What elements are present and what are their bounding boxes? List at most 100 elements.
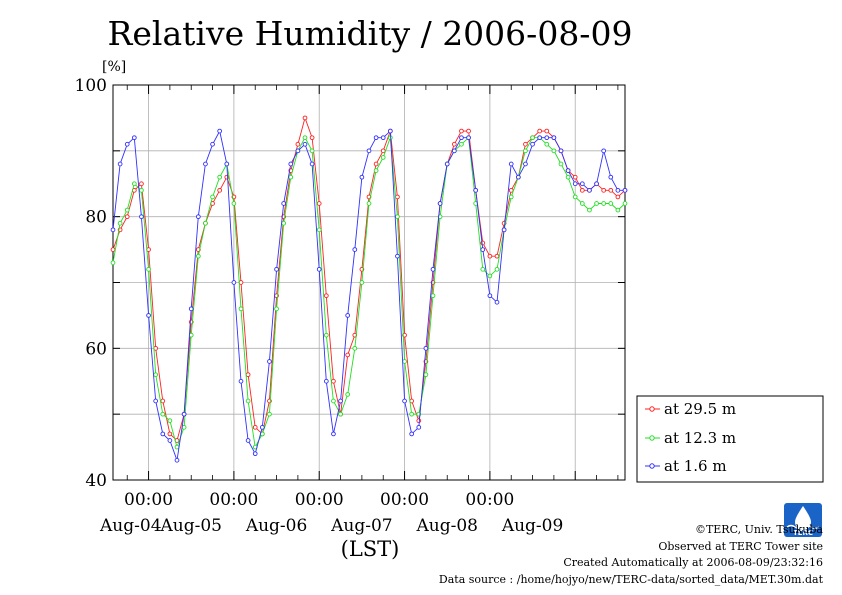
data-point [302,135,308,141]
data-point [423,372,429,378]
data-point [316,201,322,206]
data-point [466,135,471,141]
x-tick-time-label: 00:00 [124,490,173,510]
data-point [480,266,486,272]
data-point [139,181,144,187]
legend-label-29-5m: at 29.5 m [664,400,736,418]
data-point [402,398,407,404]
data-point [167,431,173,437]
data-point [572,174,578,180]
x-date-label: Aug-04 [99,516,161,536]
data-point [409,411,415,417]
data-point [551,148,557,154]
data-point [459,128,464,134]
data-point [508,161,514,167]
data-point [281,220,287,226]
data-point [309,161,315,167]
data-point [203,220,208,226]
data-point [622,201,628,206]
data-point [174,457,180,463]
data-point [288,161,294,167]
data-point [395,253,400,259]
data-point [167,418,173,424]
data-point [579,187,585,193]
x-date-label: Aug-09 [501,516,563,536]
data-point [587,187,592,193]
data-point [267,359,272,364]
data-point [203,161,208,167]
data-point [530,141,535,147]
data-point [579,201,585,206]
wave-icon [786,524,820,530]
chart-title: Relative Humidity / 2006-08-09 [108,14,633,53]
data-point [359,174,365,180]
data-point [110,260,116,266]
data-point [131,135,137,141]
data-point [231,280,237,285]
data-point [409,431,415,437]
data-point [224,161,230,167]
data-point [466,128,471,134]
data-point [217,174,223,180]
data-point [416,418,422,424]
data-point [423,345,429,351]
data-point [274,306,279,312]
series-line [112,129,625,461]
data-point [622,187,628,193]
data-point [338,398,343,404]
data-point [217,187,223,193]
data-point [615,207,621,213]
data-point [430,266,436,272]
data-point [124,214,130,220]
data-point [537,128,543,134]
data-point [608,187,614,193]
data-point [494,253,500,259]
data-point [238,378,244,384]
data-point [587,207,592,213]
series-line [112,116,626,442]
data-point [110,227,116,233]
data-point [416,424,422,430]
data-point [302,115,308,121]
data-point [195,214,201,220]
data-point [252,451,258,457]
data-point [430,293,436,299]
data-point [558,148,564,154]
data-point [181,424,187,430]
data-point [238,306,244,312]
data-point [380,155,386,160]
data-point [373,135,379,141]
legend: at 29.5 m at 12.3 m at 1.6 m [636,395,824,483]
data-point [345,313,351,318]
data-point [167,438,173,443]
data-point [451,148,457,154]
data-point [594,201,599,206]
data-point [487,253,493,259]
x-tick-time-label: 00:00 [380,490,429,510]
data-point [323,378,329,384]
data-point [131,181,137,187]
legend-box [636,395,824,483]
data-point [153,398,159,404]
data-point [195,253,201,259]
footer-created: Created Automatically at 2006-08-09/23:3… [563,556,823,569]
legend-item-29-5m: at 29.5 m [645,400,736,418]
data-point [259,424,265,430]
data-series [110,115,628,463]
data-point [601,201,607,206]
data-point [523,141,528,147]
data-point [608,174,614,180]
data-point [309,135,315,141]
footer-source: Data source : /home/hojyo/new/TERC-data/… [439,573,824,586]
data-point [373,168,379,173]
data-point [459,135,464,141]
data-point [508,187,514,193]
data-point [544,141,550,147]
data-point [501,227,507,233]
data-point [523,161,528,167]
data-point [316,227,322,233]
data-point [217,128,223,134]
data-point [345,392,351,397]
data-point [160,411,166,417]
